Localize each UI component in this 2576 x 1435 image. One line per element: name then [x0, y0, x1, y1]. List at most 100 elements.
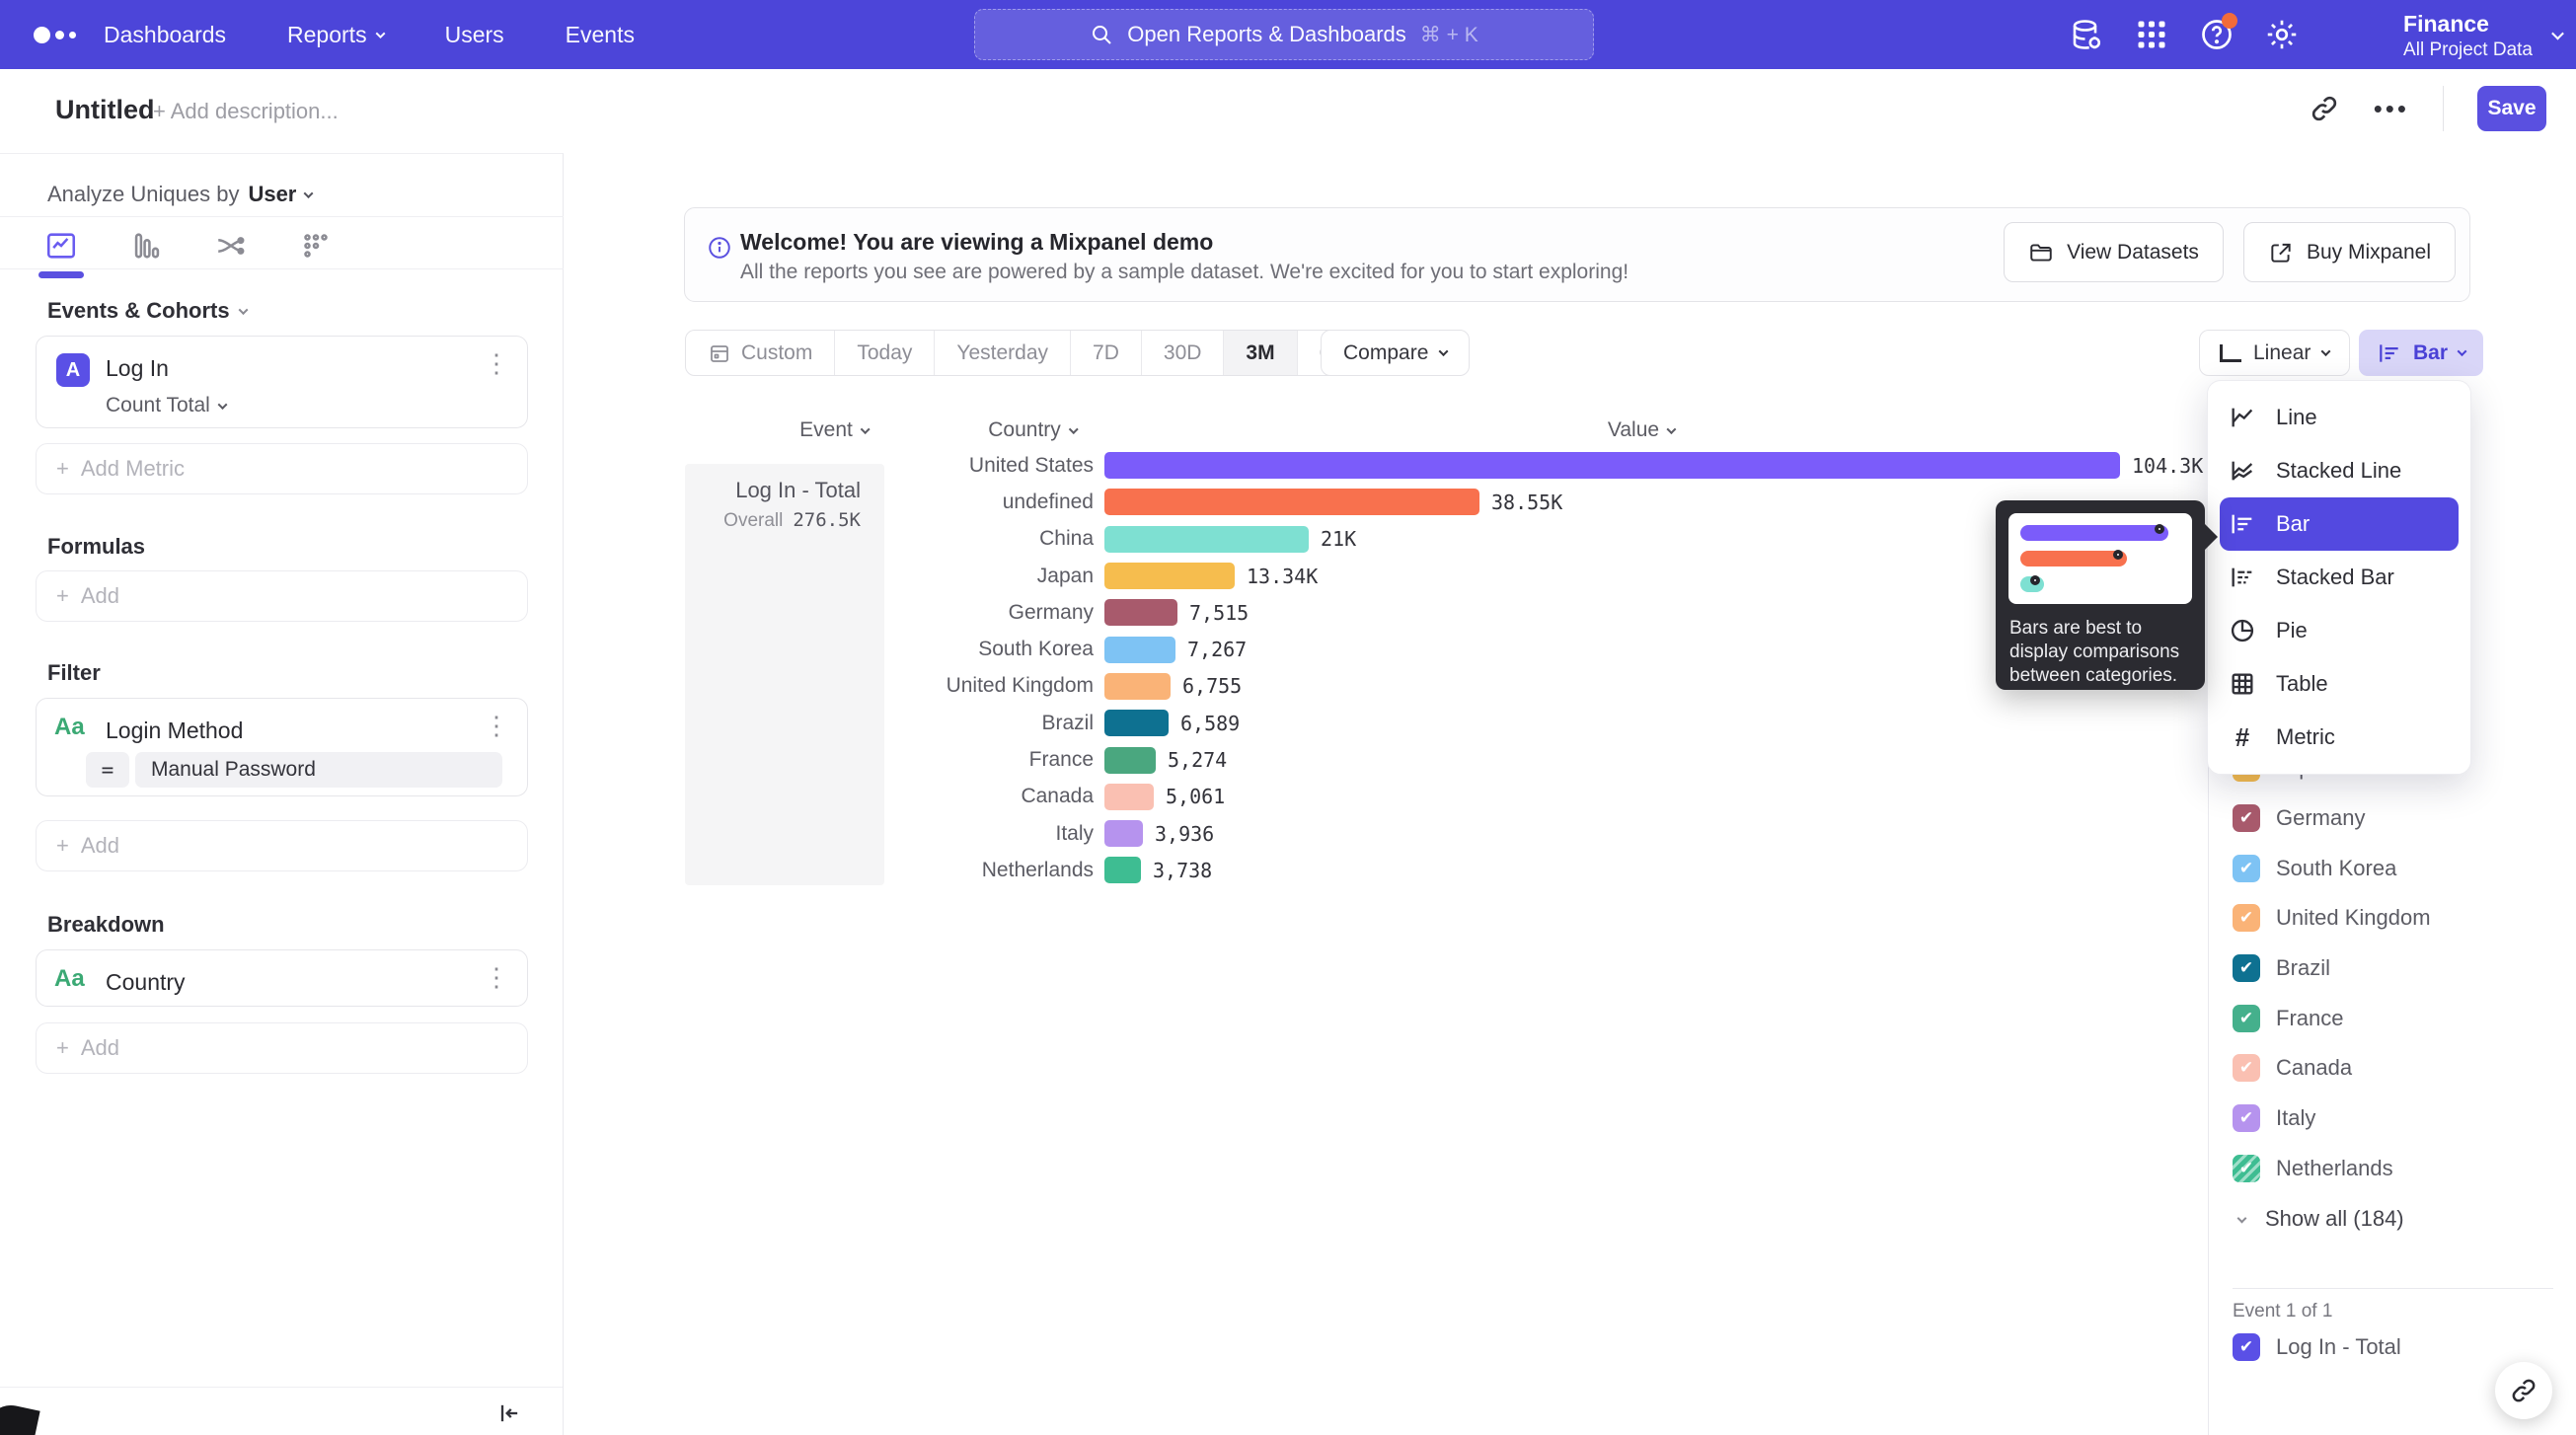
menu-item-metric[interactable]: # Metric	[2208, 711, 2470, 764]
mixpanel-logo-icon[interactable]	[34, 27, 76, 43]
link-icon	[2512, 1379, 2536, 1402]
menu-item-line[interactable]: Line	[2208, 391, 2470, 444]
analyze-value[interactable]: User	[248, 182, 297, 206]
menu-item-pie[interactable]: Pie	[2208, 604, 2470, 657]
legend-item-france[interactable]: ✔ France	[2209, 993, 2576, 1043]
date-range-yesterday[interactable]: Yesterday	[935, 331, 1072, 375]
events-cohorts-section-title[interactable]: Events & Cohorts	[47, 298, 249, 324]
settings-gear-icon[interactable]	[2264, 17, 2300, 52]
bar-china[interactable]	[1104, 525, 1309, 553]
bar-italy[interactable]	[1104, 820, 1143, 848]
legend-item-canada[interactable]: ✔ Canada	[2209, 1043, 2576, 1094]
date-range-today[interactable]: Today	[835, 331, 936, 375]
bar-brazil[interactable]	[1104, 710, 1169, 737]
kebab-menu-icon[interactable]: ⋮	[484, 711, 509, 740]
metric-name[interactable]: Log In	[106, 355, 169, 381]
date-range-30d[interactable]: 30D	[1142, 331, 1225, 375]
checkbox[interactable]: ✔	[2233, 954, 2260, 983]
filter-value-chip[interactable]: Manual Password	[135, 752, 502, 788]
share-link-fab[interactable]	[2495, 1362, 2552, 1419]
filter-operator-chip[interactable]: =	[86, 752, 129, 788]
date-range-7d[interactable]: 7D	[1071, 331, 1142, 375]
menu-item-table[interactable]: Table	[2208, 657, 2470, 711]
legend-item-germany[interactable]: ✔ Germany	[2209, 793, 2576, 844]
nav-link-dashboards[interactable]: Dashboards	[104, 22, 226, 48]
bar-netherlands[interactable]	[1104, 857, 1141, 884]
bar-france[interactable]	[1104, 746, 1156, 774]
column-header-event[interactable]: Event	[799, 418, 871, 442]
date-range-label: Yesterday	[956, 340, 1049, 364]
project-switcher[interactable]: Finance All Project Data	[2403, 11, 2564, 61]
filter-property-name[interactable]: Login Method	[106, 718, 244, 743]
compare-button[interactable]: Compare	[1321, 330, 1471, 376]
breakdown-card-country[interactable]: Aa Country ⋮	[36, 949, 528, 1007]
nav-link-reports[interactable]: Reports	[287, 22, 386, 48]
column-header-value[interactable]: Value	[1608, 418, 1677, 442]
apps-grid-icon[interactable]	[2134, 17, 2169, 52]
tab-flows[interactable]	[205, 223, 257, 268]
more-options-button[interactable]: •••	[2373, 93, 2409, 123]
search-input[interactable]: Open Reports & Dashboards ⌘ + K	[974, 9, 1594, 60]
menu-item-stacked-bar[interactable]: Stacked Bar	[2208, 551, 2470, 604]
breakdown-property-name[interactable]: Country	[106, 969, 186, 995]
view-datasets-button[interactable]: View Datasets	[2004, 222, 2224, 282]
add-filter-button[interactable]: + Add	[36, 820, 528, 871]
tab-bar-view[interactable]	[120, 223, 172, 268]
checkbox[interactable]: ✔	[2233, 1004, 2260, 1032]
filter-card-login-method[interactable]: Aa Login Method ⋮ = Manual Password	[36, 698, 528, 796]
column-header-country[interactable]: Country	[988, 418, 1079, 442]
category-label: Italy	[1055, 821, 1094, 845]
legend-item-brazil[interactable]: ✔ Brazil	[2209, 944, 2576, 994]
report-title[interactable]: Untitled	[55, 95, 155, 124]
bar-united-states[interactable]	[1104, 452, 2120, 480]
save-button[interactable]: Save	[2477, 86, 2546, 131]
scale-selector-button[interactable]: Linear	[2199, 330, 2351, 376]
metric-aggregation[interactable]: Count Total	[106, 394, 228, 417]
metric-card-log-in[interactable]: A Log In ⋮ Count Total	[36, 336, 528, 428]
table-row: Netherlands 3,738	[888, 852, 2208, 888]
tab-insights[interactable]	[36, 223, 87, 278]
help-icon[interactable]	[2199, 13, 2237, 52]
analyze-uniques-by[interactable]: Analyze Uniques by User	[47, 182, 314, 207]
legend-item-italy[interactable]: ✔ Italy	[2209, 1094, 2576, 1144]
legend-item-united-kingdom[interactable]: ✔ United Kingdom	[2209, 893, 2576, 944]
linear-axis-icon	[2220, 343, 2241, 362]
legend-item-south-korea[interactable]: ✔ South Korea	[2209, 843, 2576, 893]
bar-undefined[interactable]	[1104, 489, 1479, 516]
date-range-3m[interactable]: 3M	[1224, 331, 1298, 375]
checkbox[interactable]: ✔	[2233, 804, 2260, 833]
tab-retention[interactable]	[290, 223, 341, 268]
data-management-icon[interactable]	[2069, 17, 2104, 52]
bar-germany[interactable]	[1104, 599, 1177, 627]
nav-link-users[interactable]: Users	[445, 22, 504, 48]
checkbox[interactable]: ✔	[2233, 1054, 2260, 1083]
show-all-button[interactable]: Show all (184)	[2209, 1193, 2576, 1244]
buy-mixpanel-button[interactable]: Buy Mixpanel	[2242, 222, 2456, 282]
nav-link-events[interactable]: Events	[566, 22, 635, 48]
checkbox[interactable]: ✔	[2233, 1154, 2260, 1182]
bar-canada[interactable]	[1104, 783, 1154, 810]
bar-south-korea[interactable]	[1104, 636, 1175, 663]
legend-item-netherlands[interactable]: ✔ Netherlands	[2209, 1144, 2576, 1194]
chevron-down-icon	[2551, 27, 2564, 40]
add-breakdown-button[interactable]: + Add	[36, 1022, 528, 1074]
add-formula-button[interactable]: + Add	[36, 570, 528, 622]
checkbox[interactable]: ✔	[2233, 1333, 2260, 1361]
bar-japan[interactable]	[1104, 563, 1235, 590]
kebab-menu-icon[interactable]: ⋮	[484, 348, 509, 378]
copy-link-icon[interactable]	[2309, 93, 2340, 124]
legend-event-item[interactable]: ✔ Log In - Total	[2233, 1333, 2401, 1361]
add-description-field[interactable]: + Add description...	[153, 99, 339, 123]
bar-united-kingdom[interactable]	[1104, 672, 1171, 700]
checkbox[interactable]: ✔	[2233, 904, 2260, 933]
add-metric-button[interactable]: + Add Metric	[36, 443, 528, 494]
menu-item-label: Line	[2276, 405, 2317, 429]
checkbox[interactable]: ✔	[2233, 1104, 2260, 1133]
chart-type-button[interactable]: Bar	[2359, 330, 2484, 376]
date-range-custom[interactable]: Custom	[686, 331, 836, 375]
menu-item-stacked-line[interactable]: Stacked Line	[2208, 444, 2470, 497]
menu-item-bar[interactable]: Bar	[2220, 497, 2459, 551]
collapse-sidebar-icon[interactable]	[495, 1399, 523, 1432]
checkbox[interactable]: ✔	[2233, 854, 2260, 882]
kebab-menu-icon[interactable]: ⋮	[484, 962, 509, 992]
